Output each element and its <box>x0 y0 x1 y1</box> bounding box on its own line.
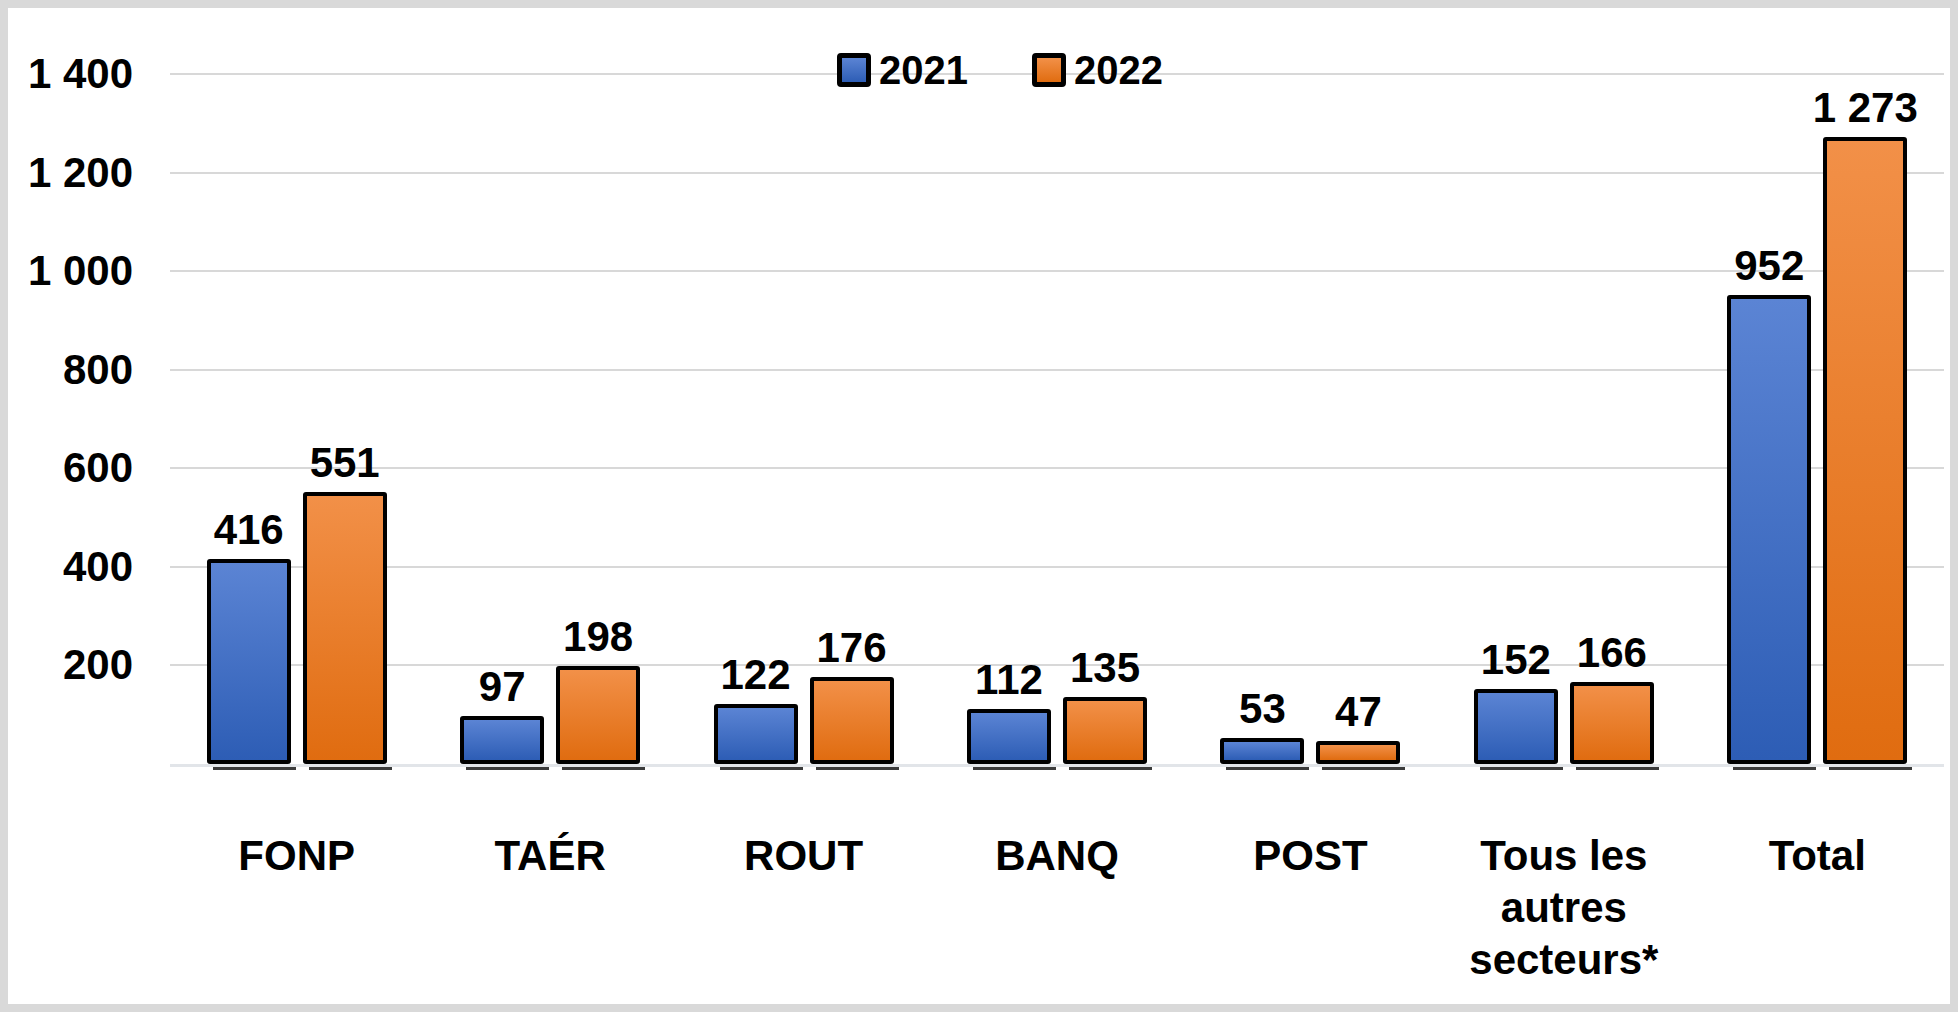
gridline-800 <box>170 369 1944 371</box>
bar-2022-4 <box>1063 697 1147 764</box>
data-label-2022-6: 166 <box>1522 630 1702 676</box>
category-label-7: Total <box>1702 830 1932 882</box>
bar-2021-6 <box>1474 689 1558 764</box>
y-tick-label: 400 <box>8 545 133 589</box>
category-label-4: BANQ <box>942 830 1172 882</box>
legend-swatch-2022 <box>1032 53 1066 87</box>
data-label-2022-7: 1 273 <box>1775 85 1955 131</box>
data-label-2021-2: 97 <box>412 664 592 710</box>
y-tick-label: 1 000 <box>8 249 133 293</box>
y-tick-label: 1 400 <box>8 52 133 96</box>
category-label-3: ROUT <box>689 830 919 882</box>
bar-2021-1 <box>207 559 291 764</box>
data-label-2021-1: 416 <box>159 507 339 553</box>
bar-2022-7 <box>1823 137 1907 764</box>
bar-2021-3 <box>714 704 798 764</box>
data-label-2022-1: 551 <box>255 440 435 486</box>
category-label-5: POST <box>1195 830 1425 882</box>
data-label-2022-4: 135 <box>1015 645 1195 691</box>
legend-label-2021: 2021 <box>879 50 968 90</box>
grouped-bar-chart: 200 400 600 800 1 000 1 200 1 400 2021 2022 41… <box>0 0 1958 1012</box>
bar-2022-5 <box>1316 741 1400 764</box>
category-label-6: Tous les autres secteurs* <box>1449 830 1679 986</box>
gridline-600 <box>170 467 1944 469</box>
bar-2021-5 <box>1220 738 1304 764</box>
gridline-400 <box>170 566 1944 568</box>
y-tick-label: 1 200 <box>8 151 133 195</box>
data-label-2022-5: 47 <box>1268 689 1448 735</box>
bar-2021-7 <box>1727 295 1811 764</box>
y-tick-label: 600 <box>8 446 133 490</box>
legend-label-2022: 2022 <box>1074 50 1163 90</box>
legend-swatch-2021 <box>837 53 871 87</box>
data-label-2021-7: 952 <box>1679 243 1859 289</box>
x-axis-line <box>170 764 1944 767</box>
data-label-2022-2: 198 <box>508 614 688 660</box>
y-tick-label: 200 <box>8 643 133 687</box>
bar-2021-4 <box>967 709 1051 764</box>
category-label-1: FONP <box>182 830 412 882</box>
bar-2022-6 <box>1570 682 1654 764</box>
category-label-2: TAÉR <box>435 830 665 882</box>
y-tick-label: 800 <box>8 348 133 392</box>
legend-item-2021: 2021 <box>837 50 968 90</box>
legend: 2021 2022 <box>600 50 1400 90</box>
bar-2021-2 <box>460 716 544 764</box>
gridline-1000 <box>170 270 1944 272</box>
gridline-1200 <box>170 172 1944 174</box>
data-label-2022-3: 176 <box>762 625 942 671</box>
legend-item-2022: 2022 <box>1032 50 1163 90</box>
